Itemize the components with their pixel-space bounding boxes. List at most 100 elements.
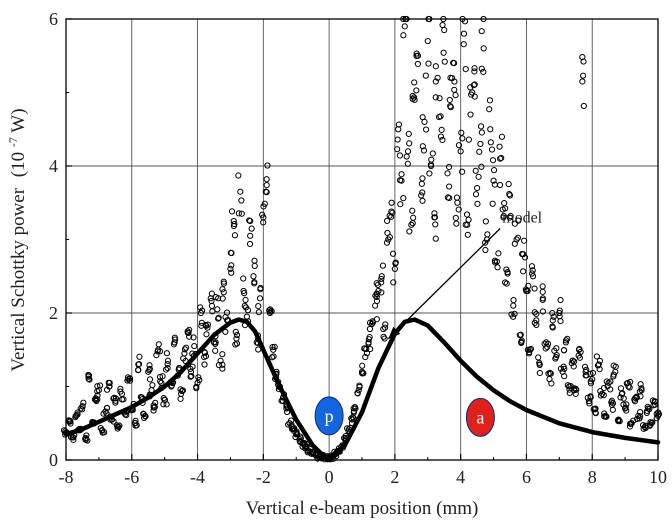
- data-point: [413, 50, 420, 57]
- data-point: [627, 378, 634, 386]
- data-point: [498, 133, 506, 140]
- data-point: [457, 148, 464, 155]
- y-tick-label: 4: [49, 156, 58, 176]
- data-point: [471, 93, 478, 100]
- data-point: [490, 177, 497, 184]
- data-point: [246, 240, 254, 248]
- data-point: [233, 335, 240, 342]
- data-point: [453, 194, 461, 201]
- data-point: [487, 139, 494, 146]
- data-point: [201, 361, 208, 368]
- data-point: [429, 150, 436, 157]
- data-point: [362, 354, 369, 361]
- data-point: [230, 222, 238, 230]
- data-point: [247, 217, 254, 225]
- data-point: [378, 273, 385, 280]
- data-point: [411, 79, 418, 86]
- data-point: [544, 340, 552, 347]
- data-point: [577, 348, 584, 356]
- y-tick-label: 6: [49, 9, 58, 29]
- data-point: [419, 197, 426, 204]
- data-point: [185, 329, 192, 337]
- data-point: [400, 195, 407, 202]
- data-point: [67, 420, 74, 427]
- data-point: [460, 30, 468, 37]
- data-point: [475, 173, 482, 180]
- data-point: [571, 387, 578, 394]
- data-point: [576, 354, 583, 361]
- data-point: [361, 345, 368, 352]
- data-point: [100, 410, 107, 417]
- data-point: [510, 297, 517, 304]
- data-point: [164, 364, 171, 372]
- data-point: [583, 366, 590, 373]
- data-point: [476, 148, 483, 155]
- data-point: [397, 177, 404, 184]
- data-point: [85, 375, 92, 382]
- data-point: [251, 262, 258, 269]
- data-point: [413, 52, 420, 60]
- data-point: [116, 422, 123, 429]
- data-point: [520, 268, 527, 275]
- data-point: [517, 331, 524, 338]
- x-tick-label: 10: [649, 467, 667, 487]
- data-point: [242, 296, 249, 304]
- data-point: [521, 237, 528, 244]
- data-point: [447, 103, 454, 110]
- data-point: [593, 353, 600, 360]
- data-point: [250, 273, 257, 280]
- data-point: [394, 146, 401, 153]
- data-point: [478, 65, 485, 72]
- data-point: [597, 392, 604, 399]
- data-point: [401, 23, 408, 30]
- data-point: [204, 321, 211, 328]
- data-point: [432, 78, 439, 85]
- data-point: [359, 362, 366, 369]
- data-point: [453, 220, 460, 227]
- data-point: [198, 307, 206, 314]
- data-point: [596, 365, 603, 373]
- data-point: [623, 380, 630, 387]
- data-point: [531, 319, 538, 326]
- data-point: [505, 180, 512, 188]
- data-point: [111, 394, 118, 401]
- data-point: [369, 319, 376, 326]
- data-point: [293, 430, 300, 437]
- data-point: [637, 413, 644, 420]
- data-point: [386, 212, 393, 219]
- data-point: [135, 360, 143, 368]
- data-point: [366, 319, 374, 326]
- x-tick-label: -2: [256, 467, 271, 487]
- data-point: [404, 148, 412, 155]
- data-point: [396, 152, 404, 159]
- data-point: [366, 325, 374, 333]
- data-point: [212, 340, 219, 348]
- y-axis-title: Vertical Schottky power (10 -7 W): [6, 108, 29, 371]
- data-point: [212, 294, 219, 301]
- model-arrow: [387, 228, 501, 340]
- data-point: [531, 309, 538, 316]
- data-point: [163, 350, 171, 357]
- data-point: [383, 217, 391, 224]
- data-point: [220, 278, 227, 285]
- data-point: [388, 213, 395, 220]
- data-point: [419, 189, 426, 196]
- data-point: [653, 415, 660, 422]
- data-point: [159, 373, 166, 380]
- data-point: [459, 135, 466, 142]
- data-point: [650, 402, 657, 409]
- data-point: [260, 219, 267, 226]
- data-point: [266, 307, 273, 314]
- model-label: model: [502, 209, 543, 226]
- data-point: [571, 358, 578, 365]
- data-point: [260, 203, 267, 210]
- data-point: [96, 382, 104, 389]
- data-point: [477, 140, 484, 148]
- data-point: [597, 387, 604, 395]
- data-point: [419, 114, 426, 121]
- data-point: [409, 92, 416, 100]
- data-point: [409, 207, 416, 214]
- data-point: [623, 401, 630, 408]
- y-tick-label: 0: [49, 450, 58, 470]
